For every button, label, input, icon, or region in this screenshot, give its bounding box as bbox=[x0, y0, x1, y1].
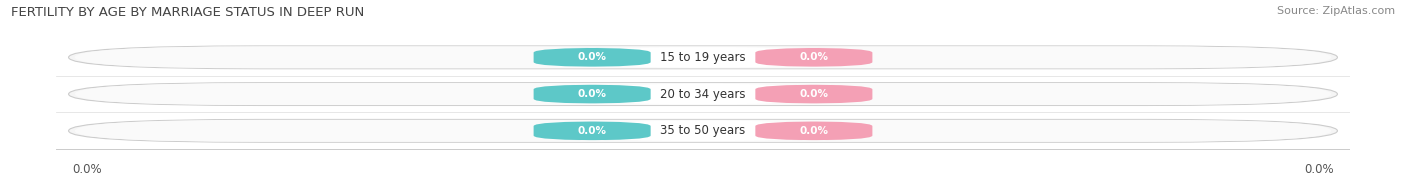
Text: FERTILITY BY AGE BY MARRIAGE STATUS IN DEEP RUN: FERTILITY BY AGE BY MARRIAGE STATUS IN D… bbox=[11, 6, 364, 19]
FancyBboxPatch shape bbox=[69, 83, 1337, 105]
Text: Source: ZipAtlas.com: Source: ZipAtlas.com bbox=[1277, 6, 1395, 16]
FancyBboxPatch shape bbox=[755, 48, 872, 67]
FancyBboxPatch shape bbox=[534, 121, 651, 140]
FancyBboxPatch shape bbox=[534, 84, 651, 104]
FancyBboxPatch shape bbox=[607, 121, 799, 141]
FancyBboxPatch shape bbox=[75, 46, 1331, 68]
Text: 20 to 34 years: 20 to 34 years bbox=[661, 88, 745, 101]
Text: 0.0%: 0.0% bbox=[578, 52, 606, 62]
FancyBboxPatch shape bbox=[75, 83, 1331, 105]
FancyBboxPatch shape bbox=[755, 84, 872, 104]
Text: 15 to 19 years: 15 to 19 years bbox=[661, 51, 745, 64]
FancyBboxPatch shape bbox=[607, 47, 799, 68]
Text: 0.0%: 0.0% bbox=[800, 52, 828, 62]
FancyBboxPatch shape bbox=[69, 46, 1337, 69]
Text: 0.0%: 0.0% bbox=[800, 126, 828, 136]
FancyBboxPatch shape bbox=[75, 120, 1331, 142]
FancyBboxPatch shape bbox=[607, 84, 799, 104]
Text: 35 to 50 years: 35 to 50 years bbox=[661, 124, 745, 137]
Text: 0.0%: 0.0% bbox=[800, 89, 828, 99]
Text: 0.0%: 0.0% bbox=[578, 89, 606, 99]
Text: 0.0%: 0.0% bbox=[578, 126, 606, 136]
FancyBboxPatch shape bbox=[534, 48, 651, 67]
FancyBboxPatch shape bbox=[69, 119, 1337, 142]
FancyBboxPatch shape bbox=[755, 121, 872, 140]
